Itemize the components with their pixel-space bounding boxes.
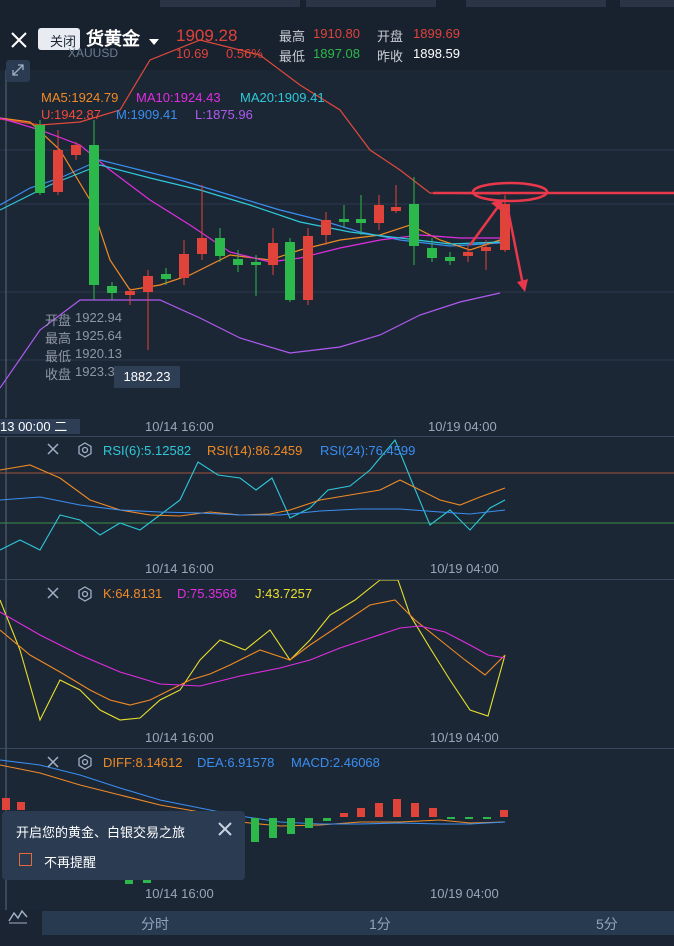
kdj-j-label: J:43.7257 — [255, 586, 313, 601]
ohlc-high-value: 1925.64 — [75, 328, 122, 343]
period-tab-5min[interactable]: 5分 — [596, 916, 618, 932]
rsi24-label: RSI(24):76.4599 — [320, 443, 416, 458]
time-label: 10/19 04:00 — [430, 886, 499, 901]
ticker-strip — [620, 0, 674, 7]
ma20-label: MA20:1909.41 — [240, 90, 325, 105]
macd-dea-line — [0, 759, 506, 825]
stat-value-high: 1910.80 — [313, 26, 360, 41]
period-tab-1min[interactable]: 1分 — [369, 916, 391, 932]
price-change: 10.69 — [176, 46, 209, 61]
dont-remind-checkbox[interactable] — [19, 853, 32, 866]
boll-upper-line — [0, 39, 501, 195]
time-label: 10/19 04:00 — [430, 561, 499, 576]
time-label: 10/14 16:00 — [145, 419, 214, 434]
time-label: 10/14 16:00 — [145, 730, 214, 745]
period-selector — [42, 911, 674, 935]
ohlc-open-label: 开盘 — [45, 313, 72, 328]
price-change-pct: 0.56% — [226, 46, 263, 61]
ohlc-low-value: 1920.13 — [75, 346, 122, 361]
chart-area[interactable] — [0, 70, 674, 910]
chart-type-icon[interactable] — [7, 907, 29, 930]
rsi24-line — [0, 496, 506, 516]
rsi14-label: RSI(14):86.2459 — [207, 443, 303, 458]
kdj-j-line — [0, 579, 506, 722]
time-label: 10/19 04:00 — [428, 419, 497, 434]
stat-label-high: 最高 — [279, 29, 306, 44]
close-icon[interactable] — [216, 820, 234, 843]
ticker-strip — [466, 0, 606, 7]
close-icon[interactable] — [4, 26, 34, 54]
boll-lower-label: L:1875.96 — [195, 107, 253, 122]
ohlc-close-value: 1923.31 — [75, 364, 122, 379]
macd-dea-label: DEA:6.91578 — [197, 755, 275, 770]
close-icon[interactable] — [46, 442, 60, 461]
promo-popup — [2, 811, 245, 880]
crosshair-time-tag: 13 00:00 二 — [0, 419, 80, 434]
time-label: 10/14 16:00 — [145, 561, 214, 576]
macd-histogram — [2, 798, 508, 884]
stat-label-open: 开盘 — [377, 29, 404, 44]
stat-value-open: 1899.69 — [413, 26, 460, 41]
rsi14-line — [0, 464, 506, 517]
fullscreen-icon[interactable] — [6, 60, 30, 82]
current-price: 1909.28 — [176, 26, 238, 45]
macd-diff-line — [0, 764, 506, 827]
gear-icon[interactable] — [77, 754, 93, 775]
panel-divider — [0, 579, 674, 580]
close-icon[interactable] — [46, 586, 60, 605]
rsi6-label: RSI(6):5.12582 — [103, 443, 192, 458]
ohlc-open-value: 1922.94 — [75, 310, 122, 325]
annotation-markup — [433, 181, 674, 292]
ohlc-low-label: 最低 — [45, 349, 72, 364]
stat-value-prevclose: 1898.59 — [413, 46, 460, 61]
time-label: 10/19 04:00 — [430, 730, 499, 745]
ma5-label: MA5:1924.79 — [41, 90, 119, 105]
time-label: 10/14 16:00 — [145, 886, 214, 901]
ticker-strip — [160, 0, 300, 7]
chevron-down-icon[interactable] — [149, 33, 159, 51]
instrument-symbol: XAUUSD — [68, 46, 119, 60]
stat-value-low: 1897.08 — [313, 46, 360, 61]
gear-icon[interactable] — [77, 586, 93, 607]
panel-divider — [0, 436, 674, 437]
boll-lower-line — [0, 292, 501, 389]
macd-value-label: MACD:2.46068 — [291, 755, 380, 770]
close-button[interactable] — [38, 28, 80, 50]
header-bar — [0, 0, 674, 70]
boll-upper-label: U:1942.87 — [41, 107, 101, 122]
ohlc-high-label: 最高 — [45, 331, 72, 346]
instrument-title[interactable]: 货黄金 — [86, 29, 140, 49]
period-tab-timeshare[interactable]: 分时 — [141, 916, 169, 932]
time-axis — [0, 418, 674, 436]
gear-icon[interactable] — [77, 442, 93, 463]
panel-divider — [0, 748, 674, 749]
ohlc-close-label: 收盘 — [45, 367, 72, 382]
dont-remind-label: 不再提醒 — [44, 855, 97, 870]
close-icon[interactable] — [46, 755, 60, 774]
stat-label-low: 最低 — [279, 49, 306, 64]
ticker-strip — [306, 0, 436, 7]
stat-label-prevclose: 昨收 — [377, 49, 404, 64]
ma5-line — [0, 117, 501, 291]
crosshair-price-tag: 1882.23 — [114, 366, 180, 388]
promo-popup-title: 开启您的黄金、白银交易之旅 — [16, 825, 186, 840]
close-button-label: 关闭 — [50, 34, 77, 49]
macd-diff-label: DIFF:8.14612 — [103, 755, 183, 770]
kdj-d-label: D:75.3568 — [177, 586, 237, 601]
ma10-label: MA10:1924.43 — [136, 90, 221, 105]
boll-mid-label: M:1909.41 — [116, 107, 178, 122]
kdj-k-label: K:64.8131 — [103, 586, 163, 601]
candles — [35, 120, 510, 350]
kdj-d-line — [0, 611, 506, 687]
kdj-k-line — [0, 599, 506, 706]
